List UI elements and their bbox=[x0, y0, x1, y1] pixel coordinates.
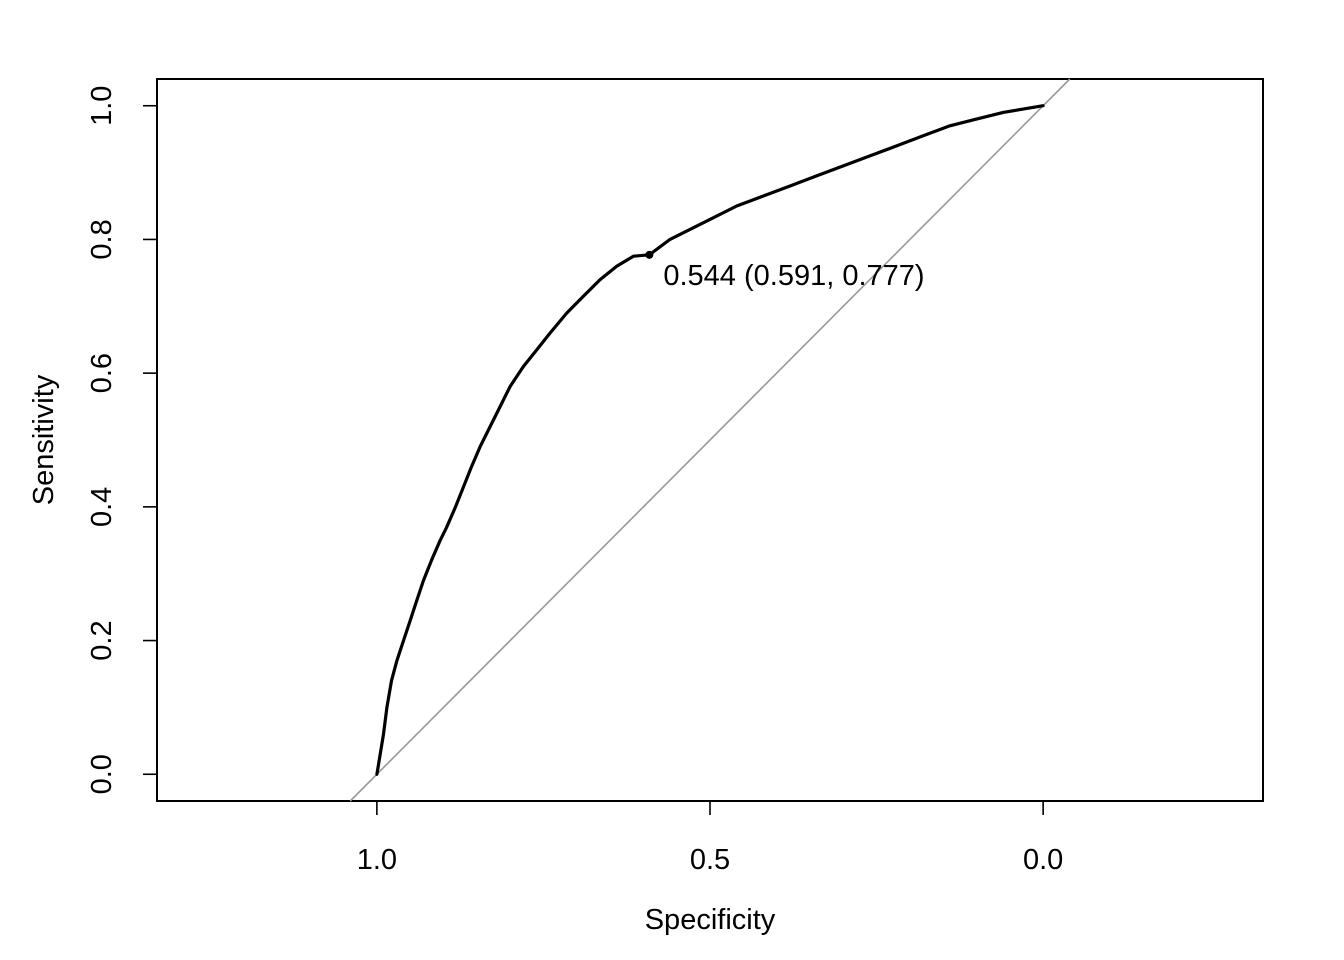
threshold-annotation: 0.544 (0.591, 0.777) bbox=[663, 260, 924, 292]
y-tick-label: 0.8 bbox=[86, 219, 118, 259]
series-layer bbox=[375, 104, 1045, 776]
reference-diagonal-line bbox=[349, 78, 1071, 802]
y-tick-label: 1.0 bbox=[86, 86, 118, 126]
reference-line-layer bbox=[349, 78, 1071, 802]
y-tick-label: 0.4 bbox=[86, 487, 118, 527]
roc-curve-line bbox=[375, 104, 1045, 776]
x-tick-label: 0.5 bbox=[690, 844, 730, 876]
y-axis-title: Sensitivity bbox=[28, 374, 60, 505]
x-axis-title: Specificity bbox=[645, 904, 776, 936]
y-axis: 0.0 0.2 0.4 0.6 0.8 1.0 bbox=[86, 86, 158, 794]
y-tick-label: 0.6 bbox=[86, 353, 118, 393]
threshold-point bbox=[645, 250, 654, 259]
y-tick-label: 0.2 bbox=[86, 620, 118, 660]
x-tick-label: 1.0 bbox=[357, 844, 397, 876]
x-axis: 1.0 0.5 0.0 bbox=[357, 800, 1063, 876]
annotation-layer: 0.544 (0.591, 0.777) bbox=[645, 250, 925, 292]
y-tick-label: 0.0 bbox=[86, 754, 118, 794]
x-tick-label: 0.0 bbox=[1023, 844, 1063, 876]
